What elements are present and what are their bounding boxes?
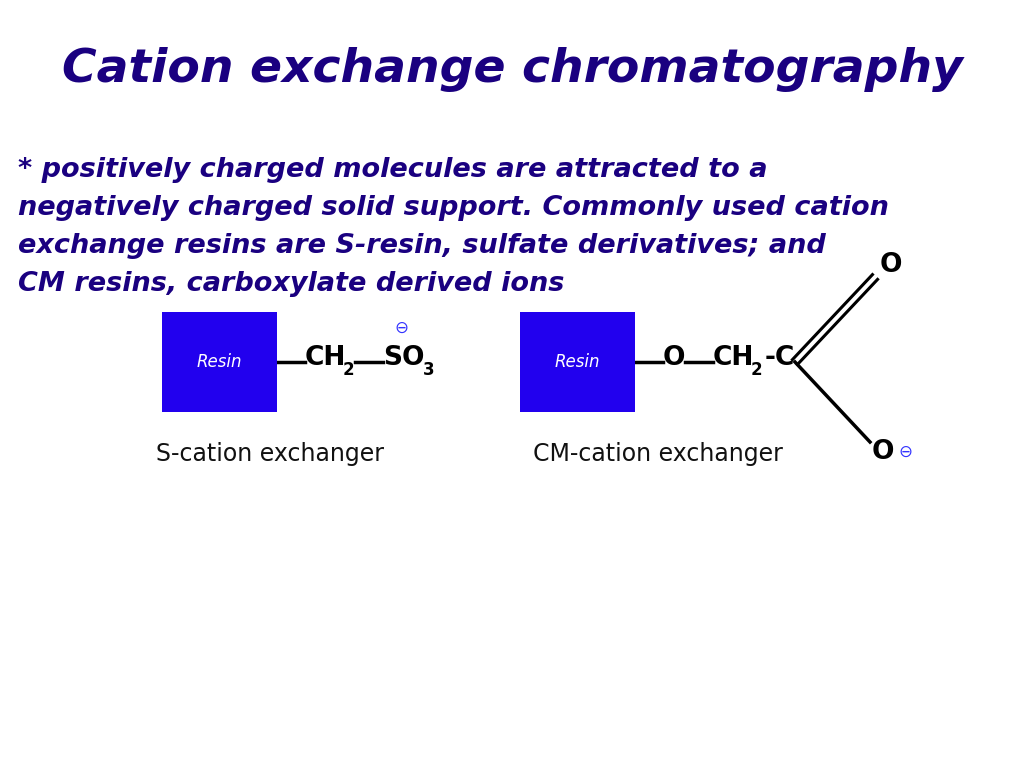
Text: ⊖: ⊖ bbox=[898, 443, 912, 461]
Text: negatively charged solid support. Commonly used cation: negatively charged solid support. Common… bbox=[18, 195, 889, 221]
Text: 3: 3 bbox=[423, 361, 434, 379]
Text: Resin: Resin bbox=[555, 353, 600, 371]
Text: ⊖: ⊖ bbox=[394, 319, 408, 337]
Text: 2: 2 bbox=[343, 361, 354, 379]
Text: CH: CH bbox=[713, 345, 755, 371]
Text: * positively charged molecules are attracted to a: * positively charged molecules are attra… bbox=[18, 157, 768, 183]
Bar bbox=[520, 312, 635, 412]
Text: O: O bbox=[663, 345, 685, 371]
Text: CH: CH bbox=[305, 345, 346, 371]
Text: CM resins, carboxylate derived ions: CM resins, carboxylate derived ions bbox=[18, 271, 564, 297]
Text: exchange resins are S-resin, sulfate derivatives; and: exchange resins are S-resin, sulfate der… bbox=[18, 233, 825, 259]
Text: O: O bbox=[872, 439, 895, 465]
Text: -C: -C bbox=[765, 345, 796, 371]
Text: Cation exchange chromatography: Cation exchange chromatography bbox=[61, 47, 963, 92]
Text: SO: SO bbox=[383, 345, 425, 371]
Bar bbox=[162, 312, 278, 412]
Text: O: O bbox=[880, 252, 902, 278]
Text: 2: 2 bbox=[751, 361, 763, 379]
Text: Resin: Resin bbox=[197, 353, 243, 371]
Text: CM-cation exchanger: CM-cation exchanger bbox=[532, 442, 782, 466]
Text: S-cation exchanger: S-cation exchanger bbox=[156, 442, 384, 466]
